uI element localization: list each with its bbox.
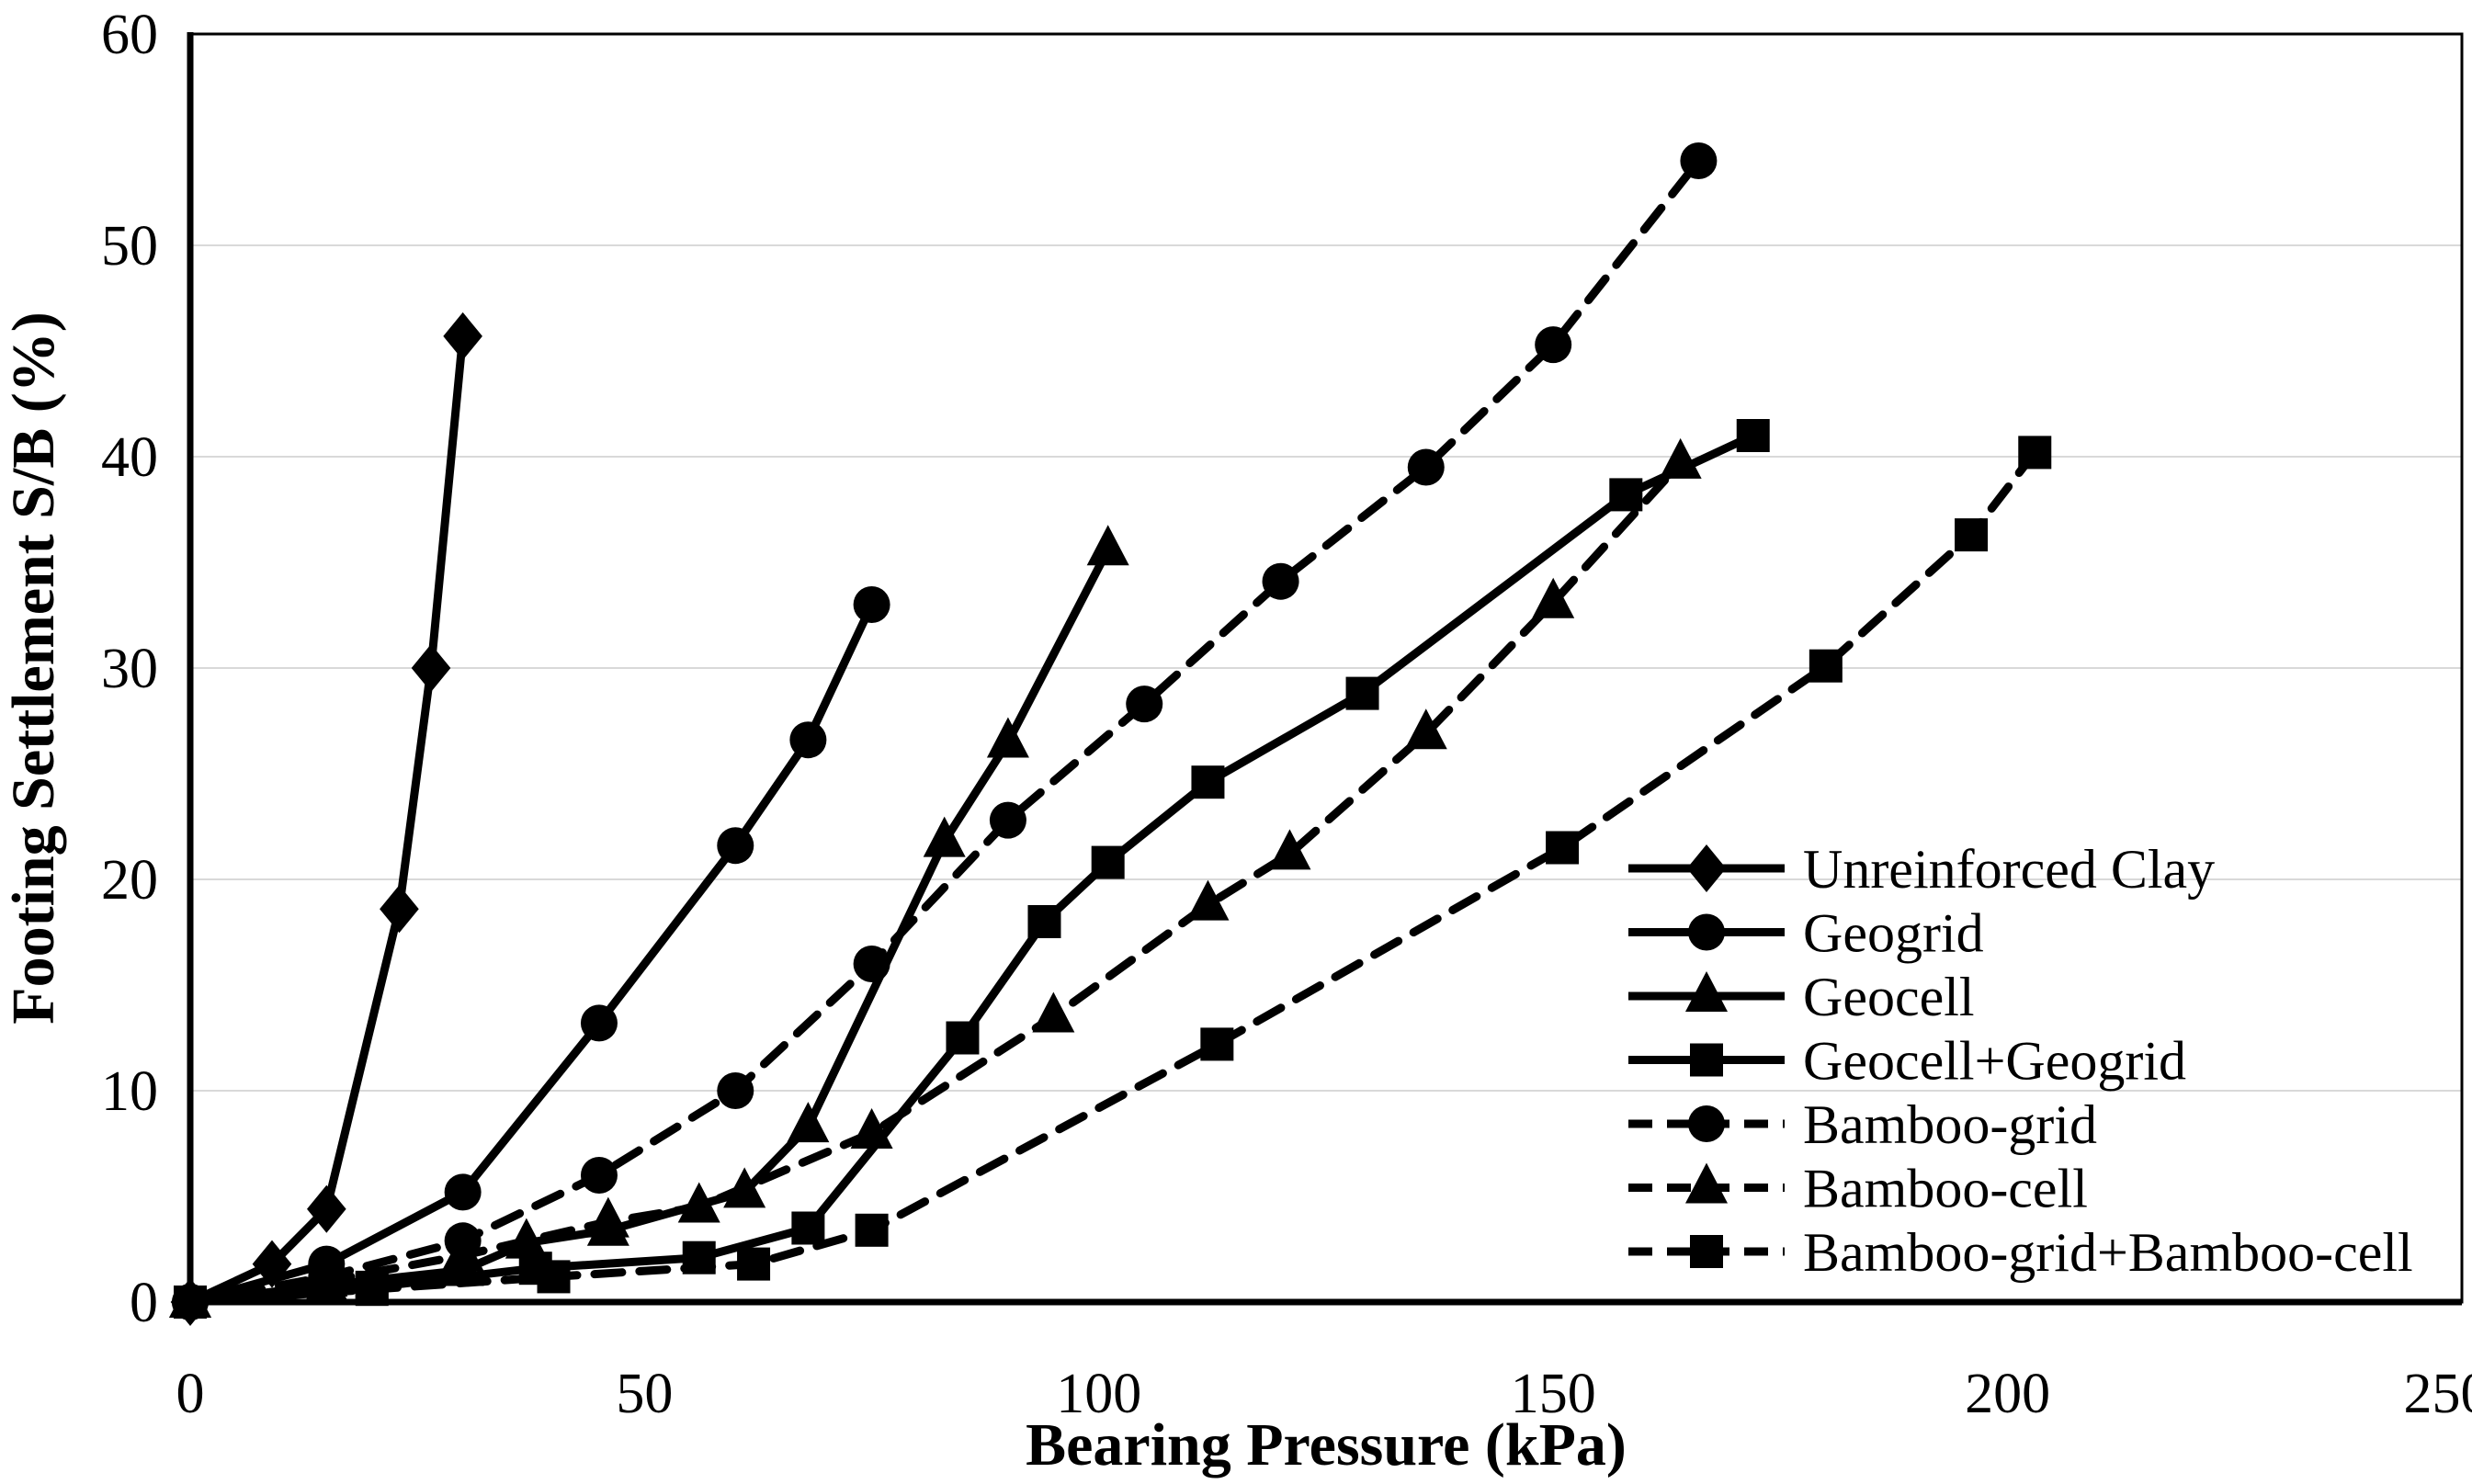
series-3-marker-10 xyxy=(1609,478,1643,512)
series-2-marker-6 xyxy=(787,1102,830,1143)
x-tick-label-0: 0 xyxy=(176,1363,205,1425)
series-2-marker-7 xyxy=(923,816,966,857)
y-tick-label-60: 60 xyxy=(101,4,158,66)
legend-label-6: Bamboo-grid+Bamboo-cell xyxy=(1803,1222,2413,1283)
series-3-marker-11 xyxy=(1736,419,1770,452)
legend-marker-square-icon xyxy=(1690,1235,1723,1268)
x-tick-label-150: 150 xyxy=(1511,1363,1596,1425)
legend-marker-triangle-icon xyxy=(1685,971,1728,1012)
legend-label-0: Unreinforced Clay xyxy=(1803,839,2215,900)
series-3-marker-6 xyxy=(1027,905,1061,938)
legend-marker-diamond-icon xyxy=(1686,844,1727,892)
series-6-marker-5 xyxy=(1200,1027,1234,1061)
series-3-marker-9 xyxy=(1345,676,1379,710)
series-line-5 xyxy=(186,459,1685,1307)
legend-label-5: Bamboo-cell xyxy=(1803,1159,2088,1219)
series-line-6 xyxy=(186,447,2039,1307)
series-3-marker-5 xyxy=(946,1021,980,1055)
series-3-marker-8 xyxy=(1191,765,1225,799)
series-0-marker-3 xyxy=(380,885,419,934)
series-5-marker-11 xyxy=(1659,437,1702,479)
x-tick-label-200: 200 xyxy=(1965,1363,2050,1425)
series-5-marker-8 xyxy=(1268,829,1311,870)
series-6-marker-1 xyxy=(355,1273,389,1307)
series-5-marker-3 xyxy=(586,1196,629,1238)
series-3-marker-4 xyxy=(791,1211,825,1245)
series-6-marker-7 xyxy=(1809,649,1843,683)
legend-label-3: Geocell+Geogrid xyxy=(1803,1031,2186,1092)
series-4-marker-4 xyxy=(717,1072,754,1109)
series-4-marker-6 xyxy=(989,801,1026,839)
legend-marker-square-icon xyxy=(1690,1043,1723,1077)
series-1-marker-5 xyxy=(789,721,827,759)
y-tick-label-50: 50 xyxy=(101,215,158,278)
series-4-marker-3 xyxy=(580,1157,618,1194)
series-4-marker-9 xyxy=(1407,448,1445,486)
series-6-marker-0 xyxy=(174,1286,207,1319)
legend-marker-triangle-icon xyxy=(1685,1162,1728,1204)
series-4-marker-8 xyxy=(1262,562,1299,600)
series-5-marker-6 xyxy=(1032,991,1075,1033)
legend-marker-circle-icon xyxy=(1688,1105,1725,1142)
y-tick-label-0: 0 xyxy=(130,1272,158,1334)
series-5-marker-10 xyxy=(1532,577,1575,618)
x-tick-label-100: 100 xyxy=(1056,1363,1141,1425)
series-5-marker-5 xyxy=(850,1108,893,1149)
series-5-marker-4 xyxy=(677,1182,720,1223)
series-6-marker-8 xyxy=(1955,518,1989,552)
series-4-marker-10 xyxy=(1535,326,1572,364)
y-tick-label-20: 20 xyxy=(101,849,158,912)
series-4-marker-7 xyxy=(1126,685,1163,723)
series-0-marker-2 xyxy=(307,1184,346,1233)
y-tick-label-10: 10 xyxy=(101,1060,158,1123)
legend-label-1: Geogrid xyxy=(1803,903,1984,964)
series-5-marker-7 xyxy=(1186,879,1230,921)
series-6-marker-4 xyxy=(855,1213,889,1247)
series-5-marker-2 xyxy=(441,1230,484,1272)
x-tick-label-250: 250 xyxy=(2404,1363,2472,1425)
x-axis-title: Bearing Pressure (kPa) xyxy=(1026,1411,1627,1478)
series-1-marker-3 xyxy=(580,1004,618,1042)
series-0-marker-5 xyxy=(443,312,482,360)
series-0-marker-4 xyxy=(411,644,451,692)
series-4-marker-11 xyxy=(1680,142,1718,179)
series-1-marker-2 xyxy=(444,1173,482,1211)
y-tick-label-30: 30 xyxy=(101,638,158,700)
y-axis-title: Footing Settlement S/B (%) xyxy=(0,312,67,1024)
series-1-marker-4 xyxy=(717,827,754,865)
series-6-marker-3 xyxy=(737,1247,771,1281)
series-2-marker-9 xyxy=(1086,525,1129,566)
series-line-4 xyxy=(186,156,1703,1307)
series-5-marker-1 xyxy=(305,1256,348,1297)
series-3-marker-7 xyxy=(1091,845,1125,879)
series-6-marker-6 xyxy=(1546,831,1580,865)
legend-marker-circle-icon xyxy=(1688,913,1725,951)
series-6-marker-2 xyxy=(537,1260,571,1294)
legend-label-2: Geocell xyxy=(1803,967,1975,1027)
series-1-marker-6 xyxy=(853,586,890,623)
legend-label-4: Bamboo-grid xyxy=(1803,1094,2097,1155)
x-tick-label-50: 50 xyxy=(616,1363,673,1425)
y-tick-label-40: 40 xyxy=(101,426,158,489)
series-5-marker-9 xyxy=(1404,708,1447,750)
series-4-marker-5 xyxy=(853,946,890,982)
series-2-marker-8 xyxy=(986,717,1029,758)
series-line-3 xyxy=(186,431,1758,1307)
series-6-marker-9 xyxy=(2018,436,2052,470)
